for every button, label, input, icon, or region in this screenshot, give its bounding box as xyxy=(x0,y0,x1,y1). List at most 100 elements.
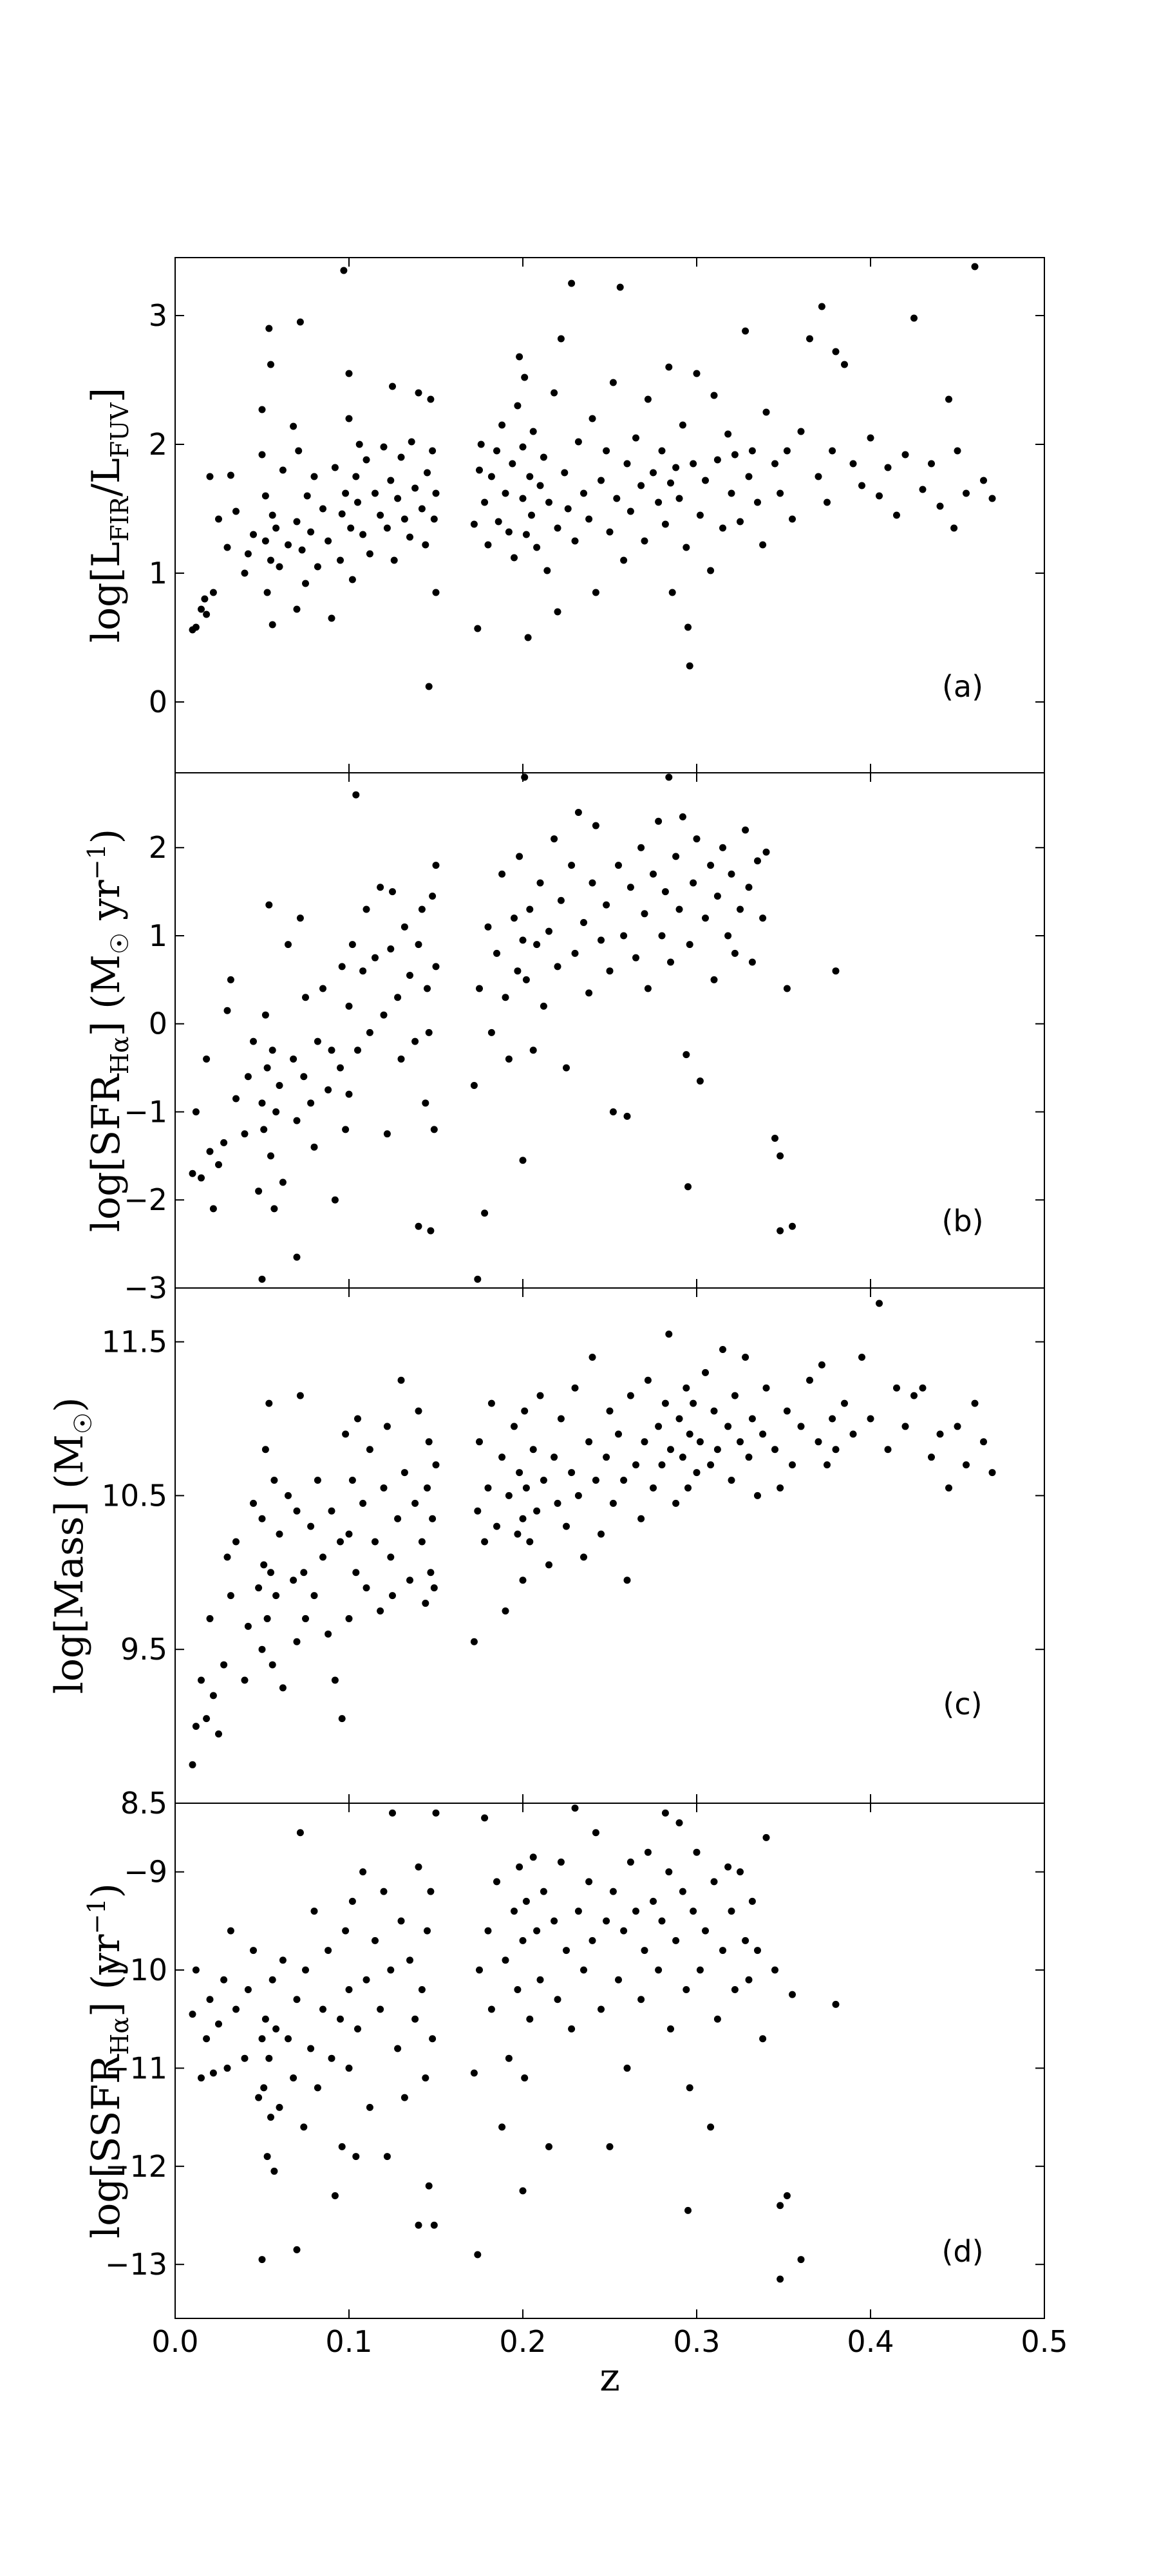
data-point xyxy=(302,580,309,587)
data-point xyxy=(783,1407,791,1415)
data-point xyxy=(296,1829,304,1837)
data-point xyxy=(279,466,287,474)
data-point xyxy=(255,1188,263,1195)
data-point xyxy=(554,1996,561,2003)
data-point xyxy=(936,1430,944,1438)
data-point xyxy=(526,2015,534,2023)
data-point xyxy=(683,544,690,551)
data-point xyxy=(325,1947,332,1955)
data-point xyxy=(505,2054,513,2062)
data-point xyxy=(411,2015,419,2023)
data-point xyxy=(514,967,522,975)
data-point xyxy=(354,1046,361,1054)
data-point xyxy=(641,910,648,918)
data-point xyxy=(667,479,674,487)
data-point xyxy=(650,870,657,878)
data-point xyxy=(293,1638,301,1645)
data-point xyxy=(762,1833,770,1841)
x-tick-label: 0.1 xyxy=(325,2324,372,2359)
data-point xyxy=(477,440,485,448)
data-point xyxy=(215,515,222,523)
data-point xyxy=(545,498,552,506)
data-point xyxy=(724,932,732,940)
data-point xyxy=(192,623,200,631)
data-point xyxy=(554,1499,561,1507)
data-point xyxy=(707,567,715,574)
data-point xyxy=(298,546,306,554)
data-point xyxy=(759,914,767,922)
data-point xyxy=(377,884,384,891)
data-point xyxy=(363,1976,370,1984)
data-point xyxy=(533,1507,541,1515)
data-point xyxy=(884,464,892,471)
data-point xyxy=(260,1561,268,1569)
data-point xyxy=(536,482,544,489)
data-point xyxy=(415,1222,422,1230)
data-point xyxy=(901,451,909,459)
data-point xyxy=(427,1227,435,1235)
data-point xyxy=(509,460,516,468)
data-point xyxy=(511,914,518,922)
data-point xyxy=(724,430,732,438)
panel-c-ytick-label: 10.5 xyxy=(102,1478,167,1513)
data-point xyxy=(293,1507,301,1515)
data-point xyxy=(529,428,537,435)
data-point xyxy=(424,985,431,992)
data-point xyxy=(824,498,831,506)
data-point xyxy=(655,817,663,825)
data-point xyxy=(748,1415,756,1423)
data-point xyxy=(502,1607,509,1615)
data-point xyxy=(950,524,958,532)
data-point xyxy=(598,1530,605,1538)
data-point xyxy=(377,2005,384,2013)
data-point xyxy=(476,1438,483,1446)
data-point xyxy=(220,1139,228,1146)
data-point xyxy=(564,505,572,513)
data-point xyxy=(331,2192,339,2200)
data-point xyxy=(724,1863,732,1871)
data-point xyxy=(672,1499,680,1507)
data-point xyxy=(474,1507,482,1515)
data-point xyxy=(606,2143,614,2150)
data-point xyxy=(427,1569,435,1577)
data-point xyxy=(359,531,367,538)
data-point xyxy=(598,477,605,484)
data-point xyxy=(679,1888,686,1895)
data-point xyxy=(529,1853,537,1861)
data-point xyxy=(731,451,739,459)
data-point xyxy=(470,2069,478,2077)
data-point xyxy=(432,963,440,971)
data-point xyxy=(928,460,935,468)
data-point xyxy=(519,936,527,944)
data-point xyxy=(858,482,865,489)
data-point xyxy=(511,554,518,562)
data-point xyxy=(571,1804,579,1812)
data-point xyxy=(310,1592,318,1600)
data-point xyxy=(270,1477,278,1484)
data-point xyxy=(762,408,770,416)
data-point xyxy=(310,1908,318,1915)
data-point xyxy=(400,2094,408,2101)
data-point xyxy=(644,985,652,992)
data-point xyxy=(627,1858,634,1866)
panel-b-ytick-label: 2 xyxy=(149,830,167,865)
data-point xyxy=(400,515,408,523)
data-point xyxy=(192,1723,200,1730)
data-point xyxy=(328,2054,335,2062)
data-point xyxy=(223,1007,231,1014)
data-point xyxy=(293,518,301,526)
data-point xyxy=(363,1584,370,1592)
data-point xyxy=(223,544,231,551)
data-point xyxy=(557,896,565,904)
data-point xyxy=(945,395,952,403)
data-point xyxy=(372,1538,379,1546)
data-point xyxy=(209,1205,217,1213)
data-point xyxy=(675,905,683,913)
data-point xyxy=(516,853,523,860)
data-point xyxy=(686,941,693,949)
data-point xyxy=(667,958,674,966)
data-point xyxy=(354,498,361,506)
data-point xyxy=(620,932,628,940)
data-point xyxy=(425,1438,433,1446)
data-point xyxy=(702,1368,709,1376)
